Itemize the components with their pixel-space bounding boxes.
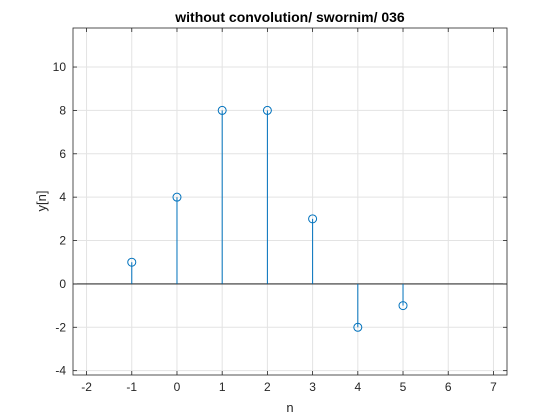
plot-background xyxy=(73,28,507,375)
stems xyxy=(127,105,408,332)
x-axis-label: n xyxy=(286,400,293,415)
stem-marker xyxy=(172,192,182,202)
stem-marker xyxy=(308,214,318,224)
y-axis-label: y[n] xyxy=(34,191,49,212)
x-tick-label: 4 xyxy=(354,380,361,394)
x-tick-label: 7 xyxy=(490,380,497,394)
tick-marks xyxy=(73,28,507,375)
x-tick-label: 2 xyxy=(264,380,271,394)
stem-marker xyxy=(217,105,227,115)
y-tick-label: 6 xyxy=(59,147,66,161)
y-tick-label: -2 xyxy=(55,320,66,334)
y-tick-label: 0 xyxy=(59,277,66,291)
x-tick-label: 1 xyxy=(219,380,226,394)
y-tick-labels: -4 -2 0 2 4 6 8 10 xyxy=(53,60,67,378)
x-tick-labels: -2 -1 0 1 2 3 4 5 6 7 xyxy=(81,380,497,394)
stem-marker xyxy=(127,257,137,267)
y-tick-label: 4 xyxy=(59,190,66,204)
stem-marker xyxy=(398,301,408,311)
y-tick-label: -4 xyxy=(55,364,66,378)
plot-box xyxy=(72,27,508,376)
y-tick-label: 10 xyxy=(53,60,67,74)
chart-title: without convolution/ swornim/ 036 xyxy=(174,9,405,25)
x-tick-label: 6 xyxy=(445,380,452,394)
x-tick-label: 3 xyxy=(309,380,316,394)
y-tick-label: 2 xyxy=(59,234,66,248)
y-tick-label: 8 xyxy=(59,103,66,117)
stem-marker xyxy=(353,322,363,332)
x-tick-label: -2 xyxy=(81,380,92,394)
stem-marker xyxy=(262,105,272,115)
x-tick-label: -1 xyxy=(126,380,137,394)
x-tick-label: 0 xyxy=(174,380,181,394)
x-tick-label: 5 xyxy=(400,380,407,394)
